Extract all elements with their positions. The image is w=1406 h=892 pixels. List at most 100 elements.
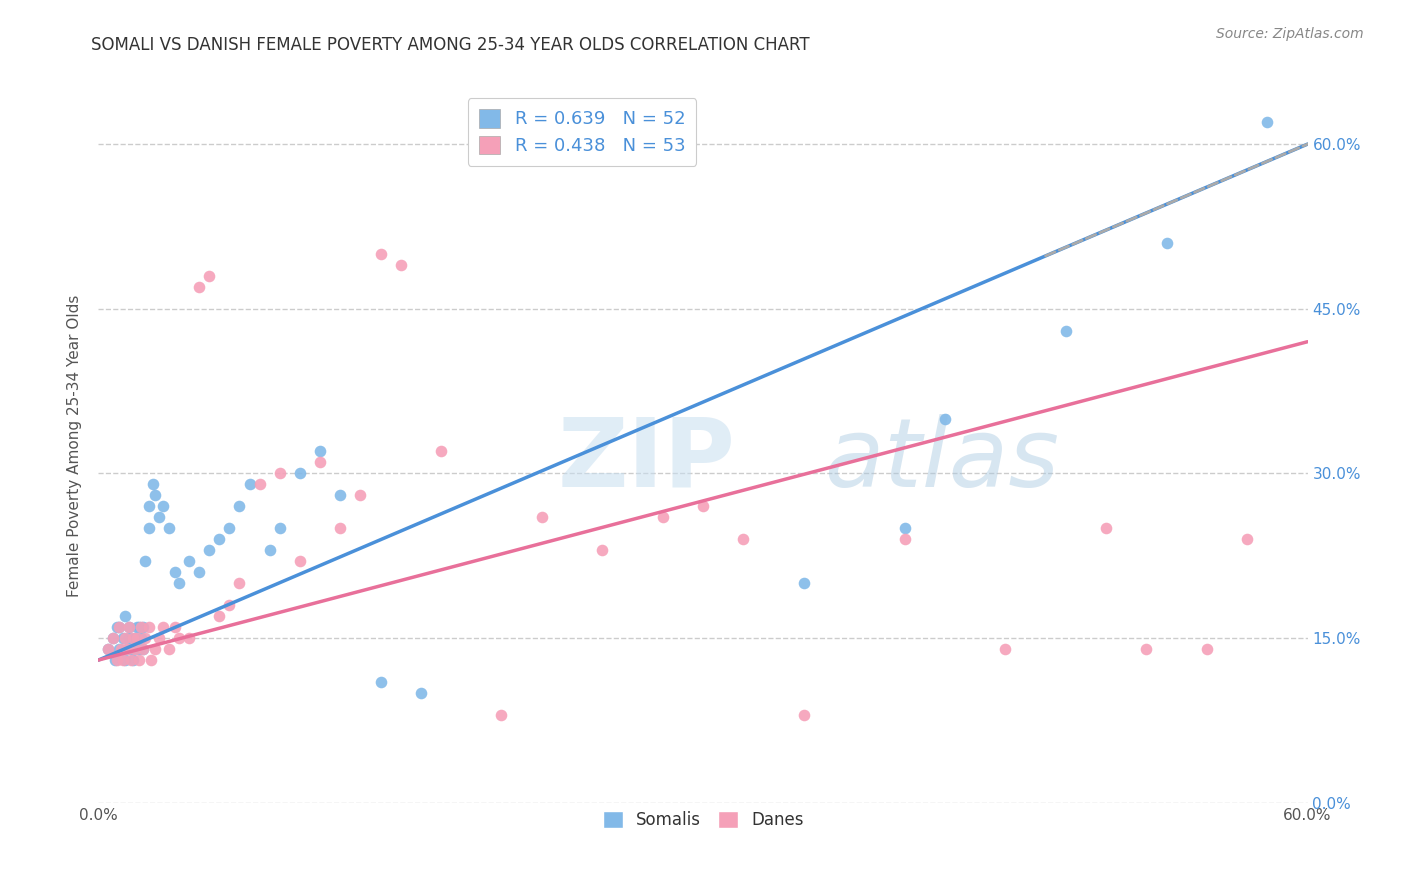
Point: [128, 620, 150, 634]
Point: [125, 631, 148, 645]
Point: [167, 576, 190, 591]
Point: [157, 521, 180, 535]
Point: [139, 653, 162, 667]
Point: [128, 642, 150, 657]
Point: [218, 521, 240, 535]
Point: [152, 620, 174, 634]
Text: SOMALI VS DANISH FEMALE POVERTY AMONG 25-34 YEAR OLDS CORRELATION CHART: SOMALI VS DANISH FEMALE POVERTY AMONG 25…: [91, 36, 810, 54]
Point: [152, 500, 174, 514]
Point: [208, 533, 231, 547]
Point: [105, 653, 128, 667]
Point: [120, 653, 142, 667]
Point: [239, 477, 262, 491]
Point: [188, 280, 211, 294]
Point: [163, 566, 186, 580]
Point: [491, 708, 513, 723]
Point: [132, 642, 155, 657]
Point: [157, 642, 180, 657]
Point: [114, 653, 136, 667]
Point: [228, 500, 250, 514]
Point: [188, 566, 211, 580]
Point: [1135, 642, 1157, 657]
Point: [114, 631, 136, 645]
Point: [329, 521, 352, 535]
Point: [1256, 115, 1278, 129]
Point: [994, 642, 1017, 657]
Text: ZIP: ZIP: [558, 414, 735, 507]
Point: [288, 467, 311, 481]
Point: [163, 620, 186, 634]
Point: [124, 631, 146, 645]
Point: [115, 642, 138, 657]
Point: [115, 642, 138, 657]
Point: [107, 642, 129, 657]
Point: [142, 477, 165, 491]
Point: [107, 620, 129, 634]
Point: [389, 258, 412, 272]
Point: [138, 521, 160, 535]
Point: [121, 653, 143, 667]
Point: [167, 631, 190, 645]
Point: [129, 631, 152, 645]
Point: [111, 631, 134, 645]
Point: [692, 500, 714, 514]
Point: [111, 653, 134, 667]
Point: [132, 642, 155, 657]
Point: [893, 533, 915, 547]
Point: [118, 620, 141, 634]
Point: [1095, 521, 1118, 535]
Point: [179, 554, 201, 568]
Point: [208, 609, 231, 624]
Point: [1236, 533, 1258, 547]
Point: [105, 620, 128, 634]
Point: [430, 444, 453, 458]
Point: [198, 268, 221, 283]
Point: [198, 543, 221, 558]
Point: [793, 576, 815, 591]
Point: [129, 620, 152, 634]
Point: [103, 653, 125, 667]
Point: [249, 477, 271, 491]
Point: [228, 576, 250, 591]
Legend: Somalis, Danes: Somalis, Danes: [595, 803, 811, 838]
Point: [1195, 642, 1218, 657]
Point: [733, 533, 755, 547]
Point: [107, 620, 129, 634]
Text: Source: ZipAtlas.com: Source: ZipAtlas.com: [1216, 27, 1364, 41]
Point: [138, 620, 160, 634]
Point: [370, 247, 392, 261]
Y-axis label: Female Poverty Among 25-34 Year Olds: Female Poverty Among 25-34 Year Olds: [67, 295, 83, 597]
Point: [101, 631, 124, 645]
Point: [114, 609, 136, 624]
Point: [124, 642, 146, 657]
Point: [134, 554, 156, 568]
Point: [793, 708, 815, 723]
Point: [124, 642, 146, 657]
Point: [97, 642, 120, 657]
Point: [121, 631, 143, 645]
Point: [120, 642, 142, 657]
Point: [118, 620, 141, 634]
Point: [1156, 235, 1178, 250]
Point: [329, 488, 352, 502]
Point: [309, 455, 332, 469]
Point: [97, 642, 120, 657]
Point: [143, 642, 166, 657]
Point: [269, 521, 291, 535]
Point: [409, 686, 432, 700]
Point: [269, 467, 291, 481]
Point: [125, 620, 148, 634]
Point: [309, 444, 332, 458]
Point: [218, 598, 240, 612]
Point: [179, 631, 201, 645]
Point: [349, 488, 371, 502]
Point: [128, 653, 150, 667]
Point: [101, 631, 124, 645]
Point: [138, 500, 160, 514]
Point: [148, 631, 170, 645]
Point: [530, 510, 553, 524]
Point: [893, 521, 915, 535]
Point: [143, 488, 166, 502]
Point: [259, 543, 281, 558]
Point: [1054, 324, 1077, 338]
